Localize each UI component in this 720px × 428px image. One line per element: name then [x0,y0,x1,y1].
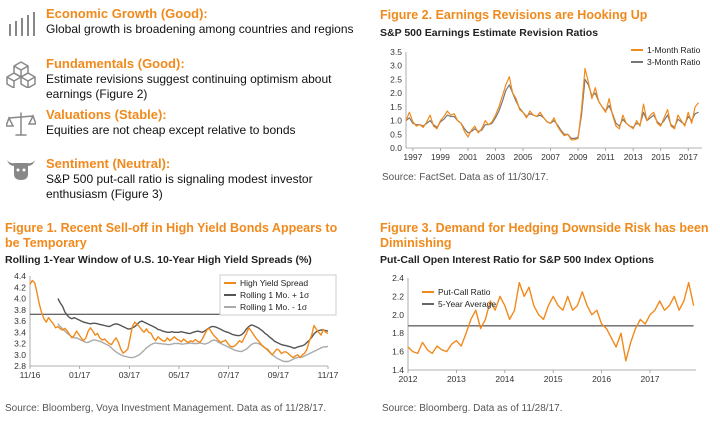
fig3-y-tick: 2.2 [392,291,404,301]
fig1-subtitle: Rolling 1-Year Window of U.S. 10-Year Hi… [5,254,312,266]
fig1-y-tick: 3.0 [14,350,26,360]
fig3-x-tick: 2014 [495,374,514,384]
bar-growth-icon [9,12,35,36]
fig2-x-tick: 2005 [514,152,533,162]
fig1-y-tick: 4.2 [14,282,26,292]
fundamentals-heading: Fundamentals (Good): [46,56,185,71]
fig3-legend-label-1: 5-Year Average [438,299,496,309]
fig2-source: Source: FactSet. Data as of 11/30/17. [382,172,549,183]
fig2-legend-label-1: 3-Month Ratio [647,57,701,67]
fig2-y-tick: 1.0 [390,116,402,126]
fig2-x-tick: 2001 [458,152,477,162]
fig3-x-tick: 2016 [592,374,611,384]
fig2-x-tick: 2011 [596,152,615,162]
fig2-x-tick: 2003 [486,152,505,162]
valuations-text: Equities are not cheap except relative t… [46,123,296,137]
fig3-x-tick: 2015 [544,374,563,384]
fig1-legend-label-1: Rolling 1 Mo. + 1σ [240,290,310,300]
fig1-series-line-0 [29,279,329,359]
fig2-y-tick: 3.5 [390,47,402,57]
fig1-x-tick: 03/17 [119,370,141,380]
fig3-y-tick: 2.0 [392,310,404,320]
bull-bear-icon [7,160,35,180]
fig3-y-tick: 1.4 [392,365,404,375]
scale-icon [6,112,36,136]
fig3-subtitle: Put-Call Open Interest Ratio for S&P 500… [380,254,655,266]
indicator-panel: Economic Growth (Good): Global growth is… [0,0,360,205]
fig1-y-tick: 3.4 [14,327,26,337]
fig2-y-tick: 2.0 [390,88,402,98]
fig1-y-tick: 4.0 [14,294,26,304]
fig3-y-tick: 2.4 [392,273,404,283]
fig1-series-line-1 [57,298,329,349]
fig2-x-tick: 2015 [651,152,670,162]
fig1-y-tick: 2.8 [14,361,26,371]
fig2-legend-label-0: 1-Month Ratio [647,45,701,55]
fig2-x-tick: 2013 [624,152,643,162]
economic-growth-heading: Economic Growth (Good): [46,6,208,21]
fig1-y-tick: 3.6 [14,316,26,326]
fig1-x-tick: 11/17 [318,370,339,380]
fig3-chart: 1.4 1.6 1.8 2.0 2.2 2.4 2012 2013 2014 2015 2016 20… [392,273,696,384]
fig1-source: Source: Bloomberg, Voya Investment Manag… [5,403,327,414]
fig1-y-tick: 3.8 [14,305,26,315]
fig1-chart: 2.83.03.2 3.43.63.84.0 4.24.4 11/16 01/17 03/… [14,271,339,380]
fig2-y-tick: 2.5 [390,74,402,84]
fig3-y-tick: 1.6 [392,347,404,357]
fig2-y-tick: 0.0 [390,143,402,153]
fig1-x-tick: 05/17 [168,370,190,380]
fig1-legend-label-0: High Yield Spread [240,278,308,288]
sentiment-text: S&P 500 put-call ratio is signaling mode… [46,172,313,201]
fig3-series-line-0 [407,281,695,362]
fig1-legend-label-2: Rolling 1 Mo. - 1σ [240,302,308,312]
fig2-x-tick: 1997 [403,152,422,162]
sentiment-heading: Sentiment (Neutral): [46,156,171,171]
economic-growth-text: Global growth is broadening among countr… [46,22,354,36]
fig2-y-tick: 0.5 [390,129,402,139]
fig3-x-tick: 2017 [641,374,660,384]
fig2-series-line-1 [405,78,699,139]
fig2-y-tick: 3.0 [390,61,402,71]
fig3-title: Figure 3. Demand for Hedging Downside Ri… [380,221,709,250]
fig2-subtitle: S&P 500 Earnings Estimate Revision Ratio… [380,27,599,39]
fundamentals-text: Estimate revisions suggest continuing op… [46,72,332,101]
fig2-x-tick: 1999 [431,152,450,162]
fig2-x-tick: 2017 [679,152,698,162]
fig2-x-tick: 2007 [541,152,560,162]
fig3-x-tick: 2013 [447,374,466,384]
fig3-y-tick: 1.8 [392,328,404,338]
fig1-y-tick: 4.4 [14,271,26,281]
fig1-x-tick: 11/16 [20,370,41,380]
fig3-legend-label-0: Put-Call Ratio [438,287,491,297]
fig2-title: Figure 2. Earnings Revisions are Hooking… [380,8,648,22]
fig2-x-tick: 2009 [569,152,588,162]
fig1-title: Figure 1. Recent Sell-off in High Yield … [5,221,338,250]
fig2-chart: 0.0 0.5 1.0 1.5 2.0 2.5 3.0 3.5 1997 1999 2001 2003… [390,45,702,162]
fig1-x-tick: 01/17 [69,370,91,380]
fig2-y-tick: 1.5 [390,102,402,112]
cubes-icon [6,61,36,88]
fig1-legend-box [219,274,337,316]
fig3-x-tick: 2012 [399,374,418,384]
fig1-y-tick: 3.2 [14,339,26,349]
fig3-source: Source: Bloomberg. Data as of 11/28/17. [382,403,563,414]
fig1-series-line-2 [57,323,329,363]
valuations-heading: Valuations (Stable): [46,107,167,122]
fig1-x-tick: 07/17 [218,370,240,380]
fig1-x-tick: 09/17 [268,370,290,380]
fig2-series-line-0 [405,67,700,141]
